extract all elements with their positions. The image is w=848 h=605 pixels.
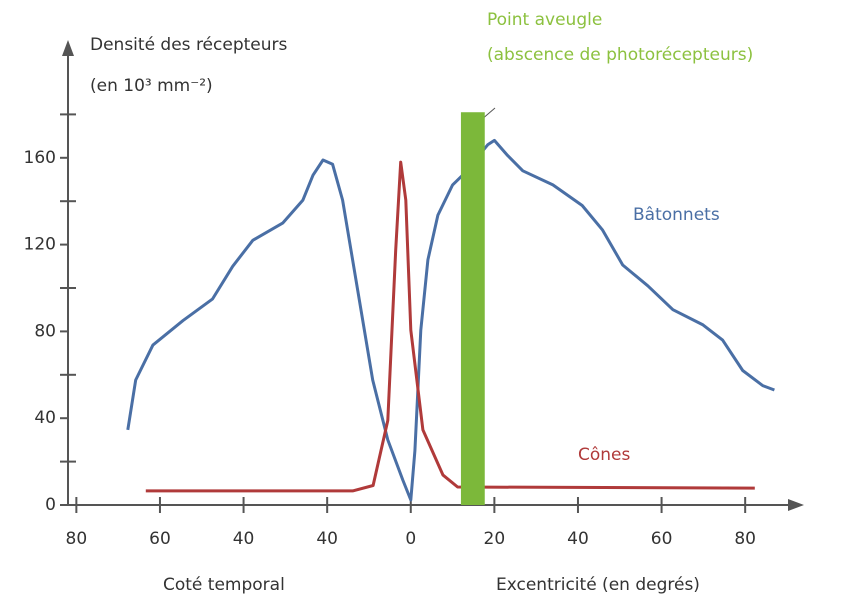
y-axis-arrow [62, 40, 74, 56]
axis-title: Densité des récepteurs [90, 35, 288, 55]
x-label: Coté temporal [163, 575, 285, 595]
x-tick-label: 60 [651, 529, 673, 549]
x-axis-arrow [788, 499, 804, 511]
x-tick-label: 80 [734, 529, 756, 549]
annotation: Point aveugle [487, 10, 602, 30]
annotation: (abscence de photorécepteurs) [487, 45, 753, 65]
series-label: Cônes [578, 445, 631, 465]
x-tick-label: 80 [66, 529, 88, 549]
x-tick-label: 60 [149, 529, 171, 549]
x-tick-label: 0 [405, 529, 416, 549]
axis-title: (en 10³ mm⁻²) [90, 76, 213, 96]
y-tick-label: 80 [34, 321, 56, 341]
x-tick-label: 40 [567, 529, 589, 549]
y-tick-label: 40 [34, 408, 56, 428]
line [145, 160, 755, 493]
blind-spot [460, 112, 485, 505]
x-tick-label: 20 [484, 529, 506, 549]
x-label: Excentricité (en degrés) [496, 575, 700, 595]
y-tick-label: 120 [24, 235, 56, 255]
x-tick-label: 40 [233, 529, 255, 549]
x-tick-label: 40 [316, 529, 338, 549]
line [126, 138, 775, 502]
y-tick-label: 0 [45, 495, 56, 515]
series-label: Bâtonnets [633, 205, 720, 225]
y-tick-label: 160 [24, 148, 56, 168]
